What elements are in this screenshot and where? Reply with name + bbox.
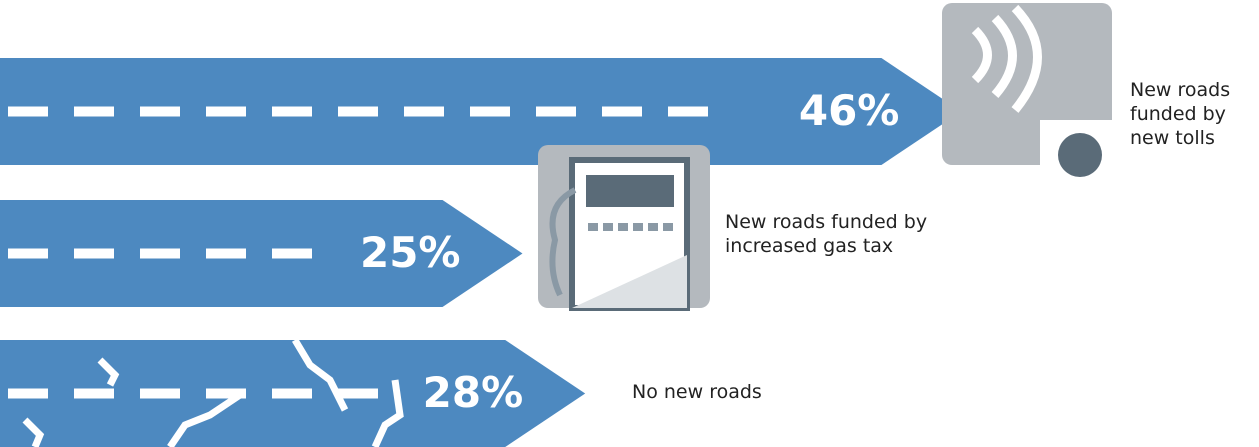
lane-dash <box>74 106 114 117</box>
lane-dash <box>8 388 48 399</box>
lane-dash <box>140 106 180 117</box>
category-label: New roads funded by increased gas tax <box>725 211 928 257</box>
lane-dash <box>404 106 444 117</box>
lane-dash <box>272 388 312 399</box>
crack <box>167 392 242 447</box>
crack <box>22 417 45 447</box>
crack <box>371 379 404 447</box>
lane-dash <box>536 106 576 117</box>
lane-dash <box>206 106 246 117</box>
lane-dash <box>338 388 378 399</box>
bar <box>0 200 523 307</box>
lane-dash <box>272 248 312 259</box>
gas-pump-icon <box>538 145 710 311</box>
bar-group: 46% <box>0 58 962 165</box>
category-label: No new roads <box>632 381 762 403</box>
lane-dash <box>338 106 378 117</box>
lane-dash <box>602 106 642 117</box>
lane-dash <box>206 248 246 259</box>
bar-group: 28% <box>0 340 586 447</box>
category-label: New roads funded by new tolls <box>1130 79 1231 149</box>
lane-dash <box>74 248 114 259</box>
lane-dash <box>8 106 48 117</box>
lane-dash <box>272 106 312 117</box>
crack <box>291 338 349 412</box>
bar-group: 25% <box>0 200 523 307</box>
lane-dash <box>668 106 708 117</box>
lane-dash <box>140 248 180 259</box>
crack <box>97 357 120 387</box>
toll-icon <box>942 3 1112 177</box>
value-label: 25% <box>360 228 461 277</box>
lane-dash <box>206 388 246 399</box>
lane-dash <box>140 388 180 399</box>
lane-dash <box>8 248 48 259</box>
value-label: 46% <box>799 86 900 135</box>
lane-dash <box>74 388 114 399</box>
value-label: 28% <box>423 368 524 417</box>
lane-dash <box>470 106 510 117</box>
